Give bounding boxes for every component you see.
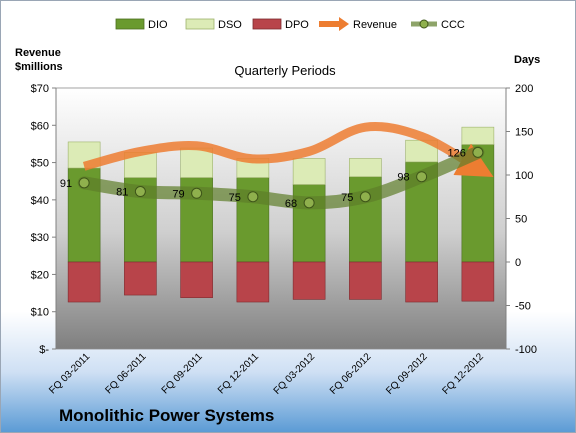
- left-tick-label: $70: [31, 83, 49, 95]
- bar-dso: [292, 158, 326, 185]
- x-tick-label: FQ 09-2011: [160, 351, 205, 396]
- left-tick-label: $50: [31, 158, 49, 170]
- bar-dpo: [405, 261, 438, 303]
- bar-dpo: [349, 261, 382, 300]
- x-tick-label: FQ 12-2011: [216, 351, 261, 396]
- left-axis-title-line2: $millions: [15, 61, 63, 73]
- right-tick-label: 150: [515, 127, 533, 139]
- ccc-data-label: 79: [172, 188, 184, 200]
- ccc-point: [303, 197, 315, 209]
- bar-dpo: [236, 261, 270, 303]
- legend-label-ccc: CCC: [441, 19, 465, 31]
- bar-dpo: [292, 261, 326, 300]
- line-layer: 91 81 79 75 68 75 98 126: [60, 122, 494, 210]
- legend-swatch-dpo: [252, 18, 282, 30]
- bar-dpo: [124, 261, 157, 296]
- ccc-point: [472, 146, 484, 158]
- left-tick-label: $30: [31, 232, 49, 244]
- x-tick-label: FQ 06-2011: [104, 351, 149, 396]
- right-tick-label: 100: [515, 170, 533, 182]
- right-tick-label: 0: [515, 257, 521, 269]
- ccc-data-label: 75: [229, 192, 241, 204]
- legend-swatch-revenue: [319, 17, 349, 31]
- x-tick-label: FQ 12-2012: [440, 351, 486, 397]
- bar-layer: [67, 126, 495, 303]
- legend-label-dio: DIO: [148, 19, 168, 31]
- legend-swatch-ccc-dot: [419, 19, 429, 29]
- ccc-point: [191, 187, 203, 199]
- ccc-point: [247, 191, 259, 203]
- left-tick-label: $10: [31, 307, 49, 319]
- left-tick-label: $-: [39, 344, 49, 356]
- bar-dpo: [461, 261, 495, 302]
- ccc-data-label: 68: [285, 198, 297, 210]
- left-axis-title-line1: Revenue: [15, 47, 61, 59]
- ccc-data-label: 81: [116, 187, 128, 199]
- x-tick-label: FQ 09-2012: [384, 351, 430, 397]
- legend-label-dpo: DPO: [285, 19, 309, 31]
- right-tick-label: -100: [515, 344, 537, 356]
- x-tick-label: FQ 03-2011: [47, 351, 92, 396]
- ccc-data-label: 98: [397, 172, 409, 184]
- bar-dso: [349, 158, 382, 178]
- legend-label-dso: DSO: [218, 19, 242, 31]
- company-name: Monolithic Power Systems: [59, 406, 275, 425]
- legend-swatch-dio: [115, 18, 145, 30]
- ccc-point: [78, 177, 90, 189]
- ccc-point: [359, 191, 371, 203]
- ccc-point: [416, 171, 428, 183]
- bar-dpo: [180, 261, 213, 298]
- ccc-point: [134, 186, 146, 198]
- left-tick-label: $60: [31, 120, 49, 132]
- left-tick-label: $20: [31, 269, 49, 281]
- bar-dpo: [67, 261, 101, 303]
- ccc-data-label: 126: [448, 147, 466, 159]
- legend: DIO DSO DPO Revenue CCC: [115, 17, 465, 31]
- right-tick-label: 200: [515, 83, 533, 95]
- legend-swatch-dso: [185, 18, 215, 30]
- bar-dso: [180, 147, 213, 178]
- revenue-line: [82, 122, 494, 178]
- legend-label-revenue: Revenue: [353, 19, 397, 31]
- right-tick-label: 50: [515, 214, 527, 226]
- ccc-data-label: 75: [341, 192, 353, 204]
- plot-area: [55, 87, 507, 350]
- x-tick-label: FQ 06-2012: [328, 351, 374, 397]
- right-tick-label: -50: [515, 301, 531, 313]
- bar-dso: [461, 126, 495, 145]
- left-tick-label: $40: [31, 195, 49, 207]
- right-axis-title: Days: [514, 54, 540, 66]
- x-tick-label: FQ 03-2012: [272, 351, 318, 397]
- chart-title: Quarterly Periods: [234, 63, 336, 78]
- ccc-data-label: 91: [60, 178, 72, 190]
